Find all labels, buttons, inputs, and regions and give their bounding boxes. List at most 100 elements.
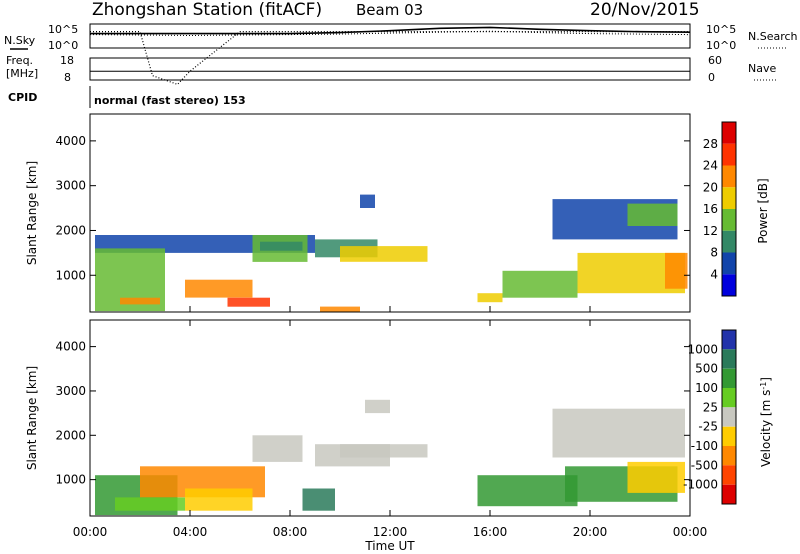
power-colorbar-swatch bbox=[722, 274, 736, 297]
x-tick-label: 20:00 bbox=[573, 525, 608, 539]
power-colorbar-swatch bbox=[722, 230, 736, 253]
noise-right-label: N.Search bbox=[748, 30, 798, 43]
freq-right-label: Nave bbox=[748, 62, 776, 75]
heatmap-cell bbox=[502, 270, 578, 298]
cpid-label: CPID bbox=[8, 91, 37, 104]
velocity-heatmap bbox=[95, 399, 685, 516]
velocity-colorbar-label-end: ] bbox=[759, 377, 773, 382]
noise-right-tick-bottom: 10^0 bbox=[706, 39, 736, 52]
heatmap-cell bbox=[120, 297, 160, 305]
heatmap-cell bbox=[340, 444, 428, 458]
power-colorbar-tick: 4 bbox=[710, 267, 718, 281]
velocity-colorbar-swatch bbox=[722, 446, 736, 466]
noise-series bbox=[89, 26, 691, 37]
power-panel: 4000 3000 2000 1000 Slant Range [km] 28 24 20… bbox=[25, 113, 770, 313]
velocity-colorbar-tick: -1000 bbox=[683, 478, 718, 492]
heatmap-cell bbox=[227, 297, 270, 307]
power-heatmap bbox=[95, 194, 688, 312]
power-colorbar-tick: 28 bbox=[703, 137, 718, 151]
frequency-panel: Freq. [MHz] 18 8 60 0 Nave bbox=[6, 31, 778, 86]
freq-panel-frame bbox=[89, 57, 691, 81]
freq-left-label-line1: Freq. bbox=[6, 54, 33, 67]
velocity-colorbar-swatch bbox=[722, 407, 736, 427]
date-label: 20/Nov/2015 bbox=[590, 0, 700, 20]
freq-series bbox=[90, 31, 690, 86]
velocity-colorbar: 1000 500 100 25 -25 -100 -500 -1000 bbox=[683, 329, 737, 505]
noise-left-label: N.Sky bbox=[4, 34, 36, 47]
freq-right-tick-top: 60 bbox=[708, 54, 722, 67]
heatmap-cell bbox=[477, 475, 578, 507]
x-tick-label: 00:00 bbox=[673, 525, 708, 539]
velocity-ytick-label: 1000 bbox=[55, 473, 86, 487]
cpid-text: normal (fast stereo) 153 bbox=[94, 94, 246, 107]
velocity-colorbar-swatch bbox=[722, 465, 736, 485]
velocity-ytick-label: 4000 bbox=[55, 340, 86, 354]
power-colorbar-swatch bbox=[722, 143, 736, 166]
power-ylabel: Slant Range [km] bbox=[25, 161, 39, 265]
x-tick-label: 08:00 bbox=[273, 525, 308, 539]
heatmap-cell bbox=[365, 399, 390, 414]
velocity-panel: 4000 3000 2000 1000 Slant Range [km] 1000 50… bbox=[25, 319, 773, 517]
power-colorbar-tick: 12 bbox=[703, 224, 718, 238]
power-colorbar-swatch bbox=[722, 252, 736, 275]
heatmap-cell bbox=[252, 435, 303, 462]
velocity-colorbar-label-main: Velocity [m s bbox=[759, 390, 773, 467]
heatmap-cell bbox=[627, 203, 678, 226]
velocity-colorbar-swatch bbox=[722, 349, 736, 369]
noise-panel: N.Sky 10^5 10^0 10^5 10^0 N.Search bbox=[4, 23, 798, 52]
series-line-n-search bbox=[89, 30, 691, 37]
freq-left-tick-bottom: 8 bbox=[64, 71, 71, 84]
velocity-colorbar-swatch bbox=[722, 330, 736, 350]
velocity-colorbar-label: Velocity [m s-1] bbox=[759, 377, 773, 467]
power-ytick-label: 2000 bbox=[55, 223, 86, 237]
noise-left-tick-bottom: 10^0 bbox=[48, 39, 78, 52]
power-ytick-label: 3000 bbox=[55, 179, 86, 193]
series-line-n-sky bbox=[90, 26, 691, 35]
heatmap-cell bbox=[115, 497, 185, 511]
heatmap-cell bbox=[302, 488, 335, 511]
heatmap-cell bbox=[665, 252, 688, 289]
freq-left-label-line2: [MHz] bbox=[6, 67, 38, 80]
power-colorbar-tick: 8 bbox=[710, 246, 718, 260]
noise-panel-frame bbox=[89, 23, 691, 49]
velocity-colorbar-tick: 25 bbox=[703, 400, 718, 414]
velocity-colorbar-frame bbox=[721, 329, 737, 505]
heatmap-cell bbox=[552, 408, 685, 458]
velocity-colorbar-swatch bbox=[722, 388, 736, 408]
heatmap-cell bbox=[320, 306, 360, 312]
power-ytick-label: 1000 bbox=[55, 268, 86, 282]
x-axis-label: Time UT bbox=[364, 539, 415, 553]
power-colorbar-swatch bbox=[722, 122, 736, 144]
power-colorbar-swatch bbox=[722, 187, 736, 210]
x-tick-label: 12:00 bbox=[373, 525, 408, 539]
velocity-axes: 4000 3000 2000 1000 bbox=[55, 340, 690, 487]
heatmap-cell bbox=[340, 246, 428, 262]
velocity-ytick-label: 3000 bbox=[55, 384, 86, 398]
power-colorbar-tick: 16 bbox=[703, 202, 718, 216]
velocity-colorbar-tick: 100 bbox=[695, 381, 718, 395]
velocity-colorbar-tick: -500 bbox=[691, 458, 718, 472]
power-colorbar: 28 24 20 16 12 8 4 bbox=[703, 121, 737, 297]
power-colorbar-label: Power [dB] bbox=[756, 178, 770, 243]
power-colorbar-swatch bbox=[722, 209, 736, 231]
x-tick-label: 00:00 bbox=[73, 525, 108, 539]
beam-label: Beam 03 bbox=[356, 1, 423, 19]
noise-left-tick-top: 10^5 bbox=[48, 23, 78, 36]
freq-right-tick-bottom: 0 bbox=[708, 71, 715, 84]
heatmap-cell bbox=[185, 279, 253, 298]
heatmap-cell bbox=[185, 488, 253, 511]
station-title: Zhongshan Station (fitACF) bbox=[92, 0, 322, 20]
velocity-colorbar-tick: -100 bbox=[691, 439, 718, 453]
power-colorbar-frame bbox=[721, 121, 737, 297]
velocity-ylabel: Slant Range [km] bbox=[25, 366, 39, 470]
power-axes: 4000 3000 2000 1000 bbox=[55, 134, 690, 282]
time-axis: 00:00 04:00 08:00 12:00 16:00 20:00 00:00 bbox=[73, 306, 708, 539]
velocity-colorbar-swatch bbox=[722, 484, 736, 504]
power-colorbar-tick: 20 bbox=[703, 180, 718, 194]
x-tick-label: 04:00 bbox=[173, 525, 208, 539]
velocity-colorbar-swatch bbox=[722, 426, 736, 446]
power-colorbar-swatch bbox=[722, 165, 736, 188]
x-tick-label: 16:00 bbox=[473, 525, 508, 539]
freq-left-tick-top: 18 bbox=[60, 54, 74, 67]
